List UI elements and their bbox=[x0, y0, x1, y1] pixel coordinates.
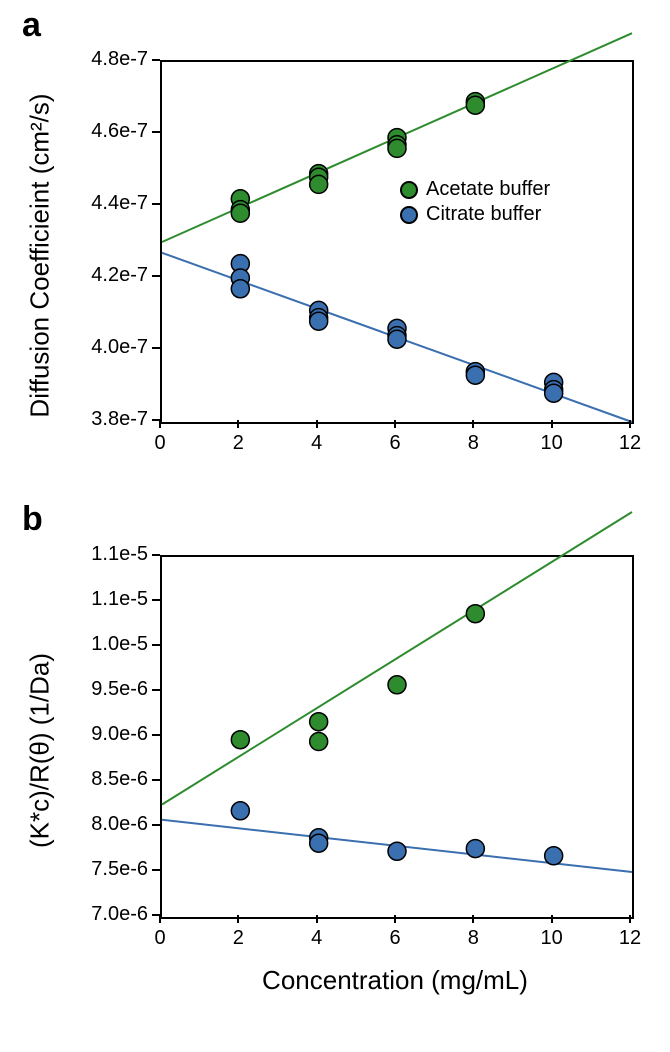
legend-item-acetate: Acetate buffer bbox=[400, 178, 550, 201]
x-tick bbox=[316, 915, 318, 923]
x-tick bbox=[159, 915, 161, 923]
x-tick-label: 4 bbox=[311, 927, 322, 950]
x-tick bbox=[316, 420, 318, 428]
data-point bbox=[310, 733, 328, 751]
y-tick bbox=[152, 59, 160, 61]
y-tick bbox=[152, 734, 160, 736]
x-tick-label: 6 bbox=[389, 432, 400, 455]
data-point bbox=[310, 834, 328, 852]
data-point bbox=[466, 605, 484, 623]
y-tick bbox=[152, 347, 160, 349]
panel-b-label: b bbox=[22, 500, 43, 539]
data-point bbox=[310, 312, 328, 330]
x-tick-label: 4 bbox=[311, 432, 322, 455]
y-tick bbox=[152, 275, 160, 277]
x-tick bbox=[472, 915, 474, 923]
x-tick bbox=[394, 420, 396, 428]
legend-marker-icon bbox=[400, 181, 418, 199]
data-point bbox=[231, 731, 249, 749]
panel-a-legend: Acetate buffer Citrate buffer bbox=[400, 178, 550, 228]
x-tick-label: 10 bbox=[541, 927, 563, 950]
panel-a-chart: Diffusion Coefficieint (cm²/s) Acetate b… bbox=[0, 50, 670, 470]
x-tick-label: 0 bbox=[154, 927, 165, 950]
y-tick bbox=[152, 824, 160, 826]
panel-a-plot-area bbox=[160, 60, 634, 424]
legend-label: Acetate buffer bbox=[426, 178, 550, 201]
legend-marker-icon bbox=[400, 206, 418, 224]
data-point bbox=[388, 842, 406, 860]
panel-b-ylabel: (K*c)/R(θ) (1/Da) bbox=[25, 611, 56, 891]
x-tick bbox=[472, 420, 474, 428]
y-tick-label: 4.4e-7 bbox=[74, 192, 148, 215]
data-point bbox=[388, 330, 406, 348]
data-point bbox=[231, 204, 249, 222]
x-tick-label: 8 bbox=[468, 927, 479, 950]
panel-b-plot-area bbox=[160, 555, 634, 919]
y-tick-label: 8.5e-6 bbox=[74, 768, 148, 791]
y-tick-label: 4.6e-7 bbox=[74, 120, 148, 143]
x-tick-label: 2 bbox=[233, 432, 244, 455]
y-tick-label: 7.5e-6 bbox=[74, 858, 148, 881]
y-tick-label: 3.8e-7 bbox=[74, 408, 148, 431]
x-tick bbox=[551, 915, 553, 923]
panel-b-chart: (K*c)/R(θ) (1/Da) Concentration (mg/mL) … bbox=[0, 545, 670, 1045]
y-tick-label: 1.1e-5 bbox=[74, 543, 148, 566]
x-tick-label: 6 bbox=[389, 927, 400, 950]
y-tick bbox=[152, 131, 160, 133]
panel-a-svg bbox=[162, 62, 632, 422]
figure-container: a Diffusion Coefficieint (cm²/s) Acetate… bbox=[0, 0, 670, 1052]
data-point bbox=[466, 366, 484, 384]
x-tick-label: 8 bbox=[468, 432, 479, 455]
y-tick-label: 8.0e-6 bbox=[74, 813, 148, 836]
data-point bbox=[388, 676, 406, 694]
data-point bbox=[545, 847, 563, 865]
y-tick bbox=[152, 869, 160, 871]
x-tick bbox=[629, 420, 631, 428]
data-point bbox=[310, 713, 328, 731]
x-tick-label: 2 bbox=[233, 927, 244, 950]
data-point bbox=[466, 96, 484, 114]
x-tick-label: 10 bbox=[541, 432, 563, 455]
trend-line bbox=[162, 512, 632, 805]
y-tick bbox=[152, 644, 160, 646]
y-tick-label: 1.0e-5 bbox=[74, 633, 148, 656]
x-tick bbox=[394, 915, 396, 923]
data-point bbox=[310, 175, 328, 193]
x-tick bbox=[551, 420, 553, 428]
x-tick-label: 0 bbox=[154, 432, 165, 455]
x-tick bbox=[159, 420, 161, 428]
panel-b-xlabel: Concentration (mg/mL) bbox=[160, 965, 630, 996]
data-point bbox=[388, 139, 406, 157]
y-tick bbox=[152, 554, 160, 556]
x-tick-label: 12 bbox=[619, 927, 641, 950]
y-tick bbox=[152, 203, 160, 205]
y-tick-label: 4.0e-7 bbox=[74, 336, 148, 359]
y-tick-label: 9.5e-6 bbox=[74, 678, 148, 701]
data-point bbox=[231, 280, 249, 298]
y-tick bbox=[152, 779, 160, 781]
y-tick-label: 1.1e-5 bbox=[74, 588, 148, 611]
x-tick bbox=[629, 915, 631, 923]
legend-item-citrate: Citrate buffer bbox=[400, 203, 550, 226]
x-tick bbox=[237, 420, 239, 428]
panel-a-label: a bbox=[22, 6, 41, 45]
data-point bbox=[231, 802, 249, 820]
panel-b-svg bbox=[162, 557, 632, 917]
y-tick-label: 4.2e-7 bbox=[74, 264, 148, 287]
y-tick-label: 7.0e-6 bbox=[74, 903, 148, 926]
x-tick-label: 12 bbox=[619, 432, 641, 455]
data-point bbox=[545, 384, 563, 402]
legend-label: Citrate buffer bbox=[426, 203, 541, 226]
data-point bbox=[466, 840, 484, 858]
panel-a-ylabel: Diffusion Coefficieint (cm²/s) bbox=[25, 76, 56, 436]
y-tick bbox=[152, 599, 160, 601]
x-tick bbox=[237, 915, 239, 923]
y-tick bbox=[152, 689, 160, 691]
y-tick-label: 4.8e-7 bbox=[74, 48, 148, 71]
y-tick-label: 9.0e-6 bbox=[74, 723, 148, 746]
